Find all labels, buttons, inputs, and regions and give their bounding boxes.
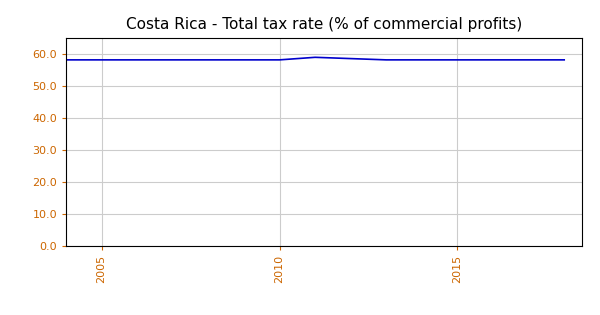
Title: Costa Rica - Total tax rate (% of commercial profits): Costa Rica - Total tax rate (% of commer… [126,17,522,32]
